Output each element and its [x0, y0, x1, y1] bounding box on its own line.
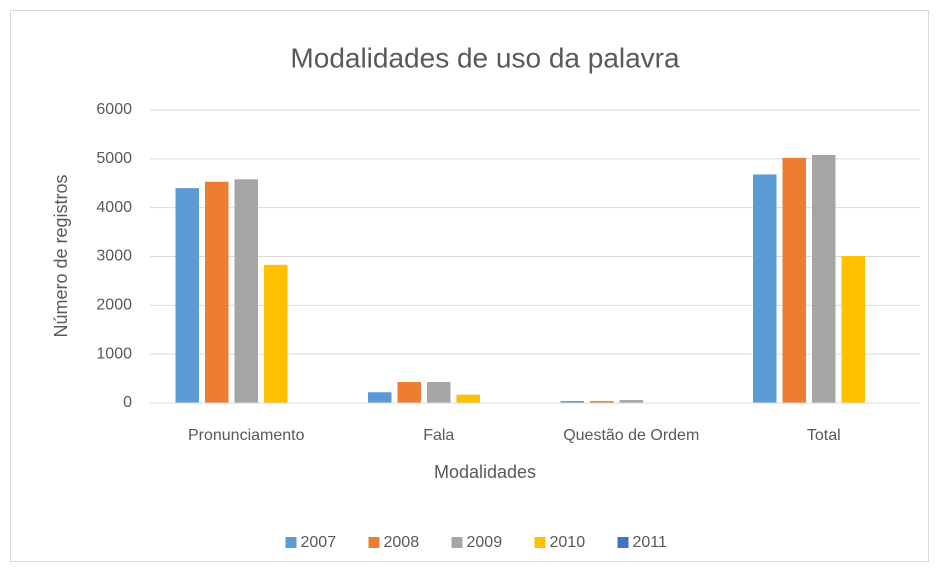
- x-axis-title: Modalidades: [434, 462, 536, 482]
- bar: [368, 392, 392, 403]
- x-tick-label: Pronunciamento: [188, 427, 305, 444]
- legend-swatch: [534, 537, 546, 548]
- bar: [397, 382, 421, 403]
- chart-title: Modalidades de uso da palavra: [290, 42, 680, 73]
- legend-label: 2009: [467, 534, 503, 551]
- y-axis-title: Número de registros: [51, 174, 71, 337]
- bar: [590, 401, 614, 403]
- bar: [205, 181, 229, 403]
- bar: [264, 264, 288, 403]
- bar: [841, 256, 865, 403]
- bar: [782, 157, 806, 403]
- bar: [753, 174, 777, 403]
- x-tick-label: Questão de Ordem: [563, 427, 699, 444]
- legend-label: 2010: [550, 534, 586, 551]
- bar: [175, 188, 199, 403]
- legend-swatch: [451, 537, 463, 548]
- legend-label: 2007: [301, 534, 337, 551]
- x-tick-label: Total: [807, 427, 841, 444]
- y-tick-label: 6000: [96, 101, 132, 118]
- bar: [456, 394, 480, 403]
- legend-label: 2008: [384, 534, 420, 551]
- legend-swatch: [285, 537, 297, 548]
- y-tick-label: 1000: [96, 345, 132, 362]
- x-tick-label: Fala: [423, 427, 454, 444]
- y-tick-label: 4000: [96, 199, 132, 216]
- bar: [812, 154, 836, 403]
- legend-swatch: [617, 537, 629, 548]
- bar: [427, 382, 451, 403]
- y-tick-label: 2000: [96, 297, 132, 314]
- y-tick-label: 0: [123, 394, 132, 411]
- legend-label: 2011: [633, 534, 668, 551]
- y-tick-label: 3000: [96, 248, 132, 265]
- y-tick-label: 5000: [96, 150, 132, 167]
- bar: [619, 400, 643, 403]
- bar: [560, 401, 584, 403]
- bar: [234, 179, 258, 403]
- legend-swatch: [368, 537, 380, 548]
